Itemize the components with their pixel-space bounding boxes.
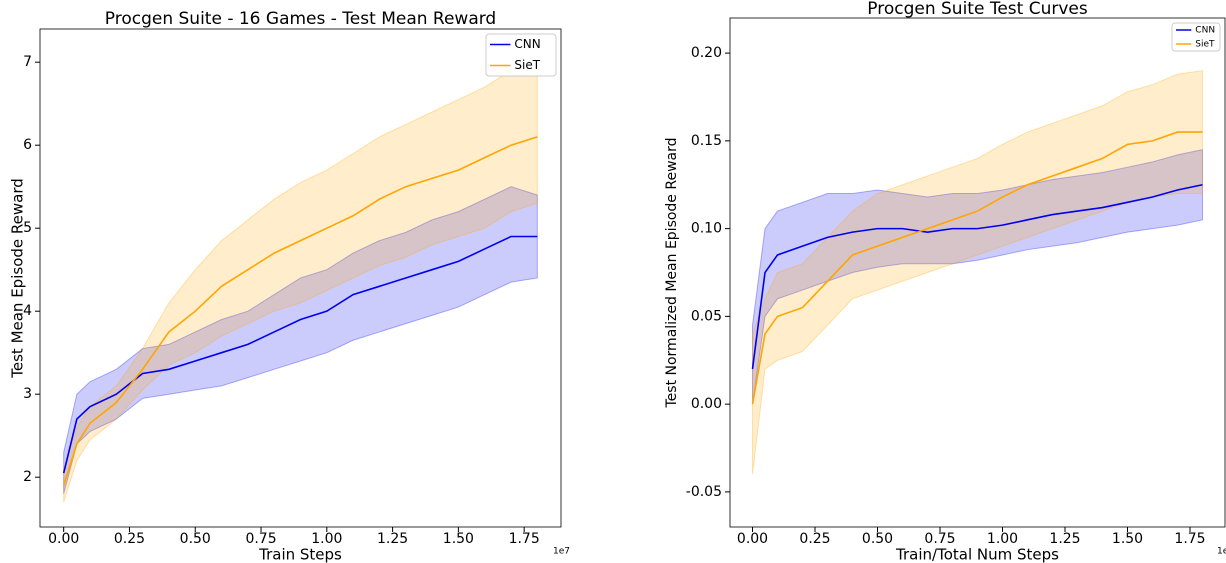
band bbox=[752, 70, 1203, 475]
x-tick-label: 0.50 bbox=[862, 531, 893, 547]
x-tick-label: 1.50 bbox=[443, 531, 474, 547]
legend-label: CNN bbox=[514, 37, 540, 51]
x-tick-label: 1.25 bbox=[1049, 531, 1080, 547]
y-axis-label: Test Normalized Mean Episode Reward bbox=[664, 137, 680, 408]
x-tick-label: 1.50 bbox=[1112, 531, 1143, 547]
x-tick-label: 0.25 bbox=[799, 531, 830, 547]
legend-label: SieT bbox=[1195, 40, 1215, 50]
x-offset-label: 1e7 bbox=[1217, 547, 1226, 557]
chart-title: Procgen Suite - 16 Games - Test Mean Rew… bbox=[105, 9, 496, 29]
x-tick-label: 0.00 bbox=[737, 531, 768, 547]
y-tick-label: 0.05 bbox=[691, 308, 722, 324]
band bbox=[63, 186, 538, 494]
legend-label: SieT bbox=[514, 58, 540, 72]
x-tick-label: 0.25 bbox=[114, 531, 145, 547]
y-tick-label: 7 bbox=[23, 54, 32, 70]
y-tick-label: 0.20 bbox=[691, 45, 722, 61]
y-tick-label: 0.15 bbox=[691, 133, 722, 149]
line bbox=[62, 235, 538, 474]
chart-title: Procgen Suite Test Curves bbox=[867, 0, 1088, 19]
y-tick-label: 0.00 bbox=[691, 396, 722, 412]
chart: Procgen Suite - 16 Games - Test Mean Rew… bbox=[9, 9, 571, 563]
line bbox=[62, 136, 538, 486]
chart: Procgen Suite Test Curves Train/Total Num… bbox=[664, 0, 1226, 563]
x-offset-label: 1e7 bbox=[553, 547, 570, 557]
band bbox=[63, 61, 538, 503]
x-tick-label: 1.25 bbox=[377, 531, 408, 547]
y-tick-label: -0.05 bbox=[686, 484, 722, 500]
y-tick-label: 6 bbox=[23, 137, 32, 153]
x-axis-label: Train/Total Num Steps bbox=[895, 546, 1059, 563]
line bbox=[751, 183, 1203, 370]
y-axis-label: Test Mean Episode Reward bbox=[9, 178, 27, 378]
y-tick-label: 5 bbox=[23, 220, 32, 236]
x-tick-label: 1.75 bbox=[1174, 531, 1205, 547]
x-tick-label: 0.75 bbox=[924, 531, 955, 547]
y-tick-label: 3 bbox=[23, 386, 32, 402]
x-tick-label: 0.00 bbox=[48, 531, 79, 547]
y-tick-label: 0.10 bbox=[691, 221, 722, 237]
x-tick-label: 1.00 bbox=[987, 531, 1018, 547]
x-tick-label: 1.75 bbox=[509, 531, 540, 547]
line bbox=[751, 131, 1203, 405]
x-tick-label: 0.75 bbox=[245, 531, 276, 547]
x-axis-label: Train Steps bbox=[258, 546, 342, 563]
band bbox=[752, 149, 1203, 405]
plot-frame bbox=[39, 28, 562, 528]
y-tick-label: 2 bbox=[23, 469, 32, 485]
x-tick-label: 1.00 bbox=[311, 531, 342, 547]
x-tick-label: 0.50 bbox=[180, 531, 211, 547]
y-tick-label: 4 bbox=[23, 303, 32, 319]
legend-label: CNN bbox=[1195, 26, 1215, 36]
plot-frame bbox=[729, 17, 1226, 528]
